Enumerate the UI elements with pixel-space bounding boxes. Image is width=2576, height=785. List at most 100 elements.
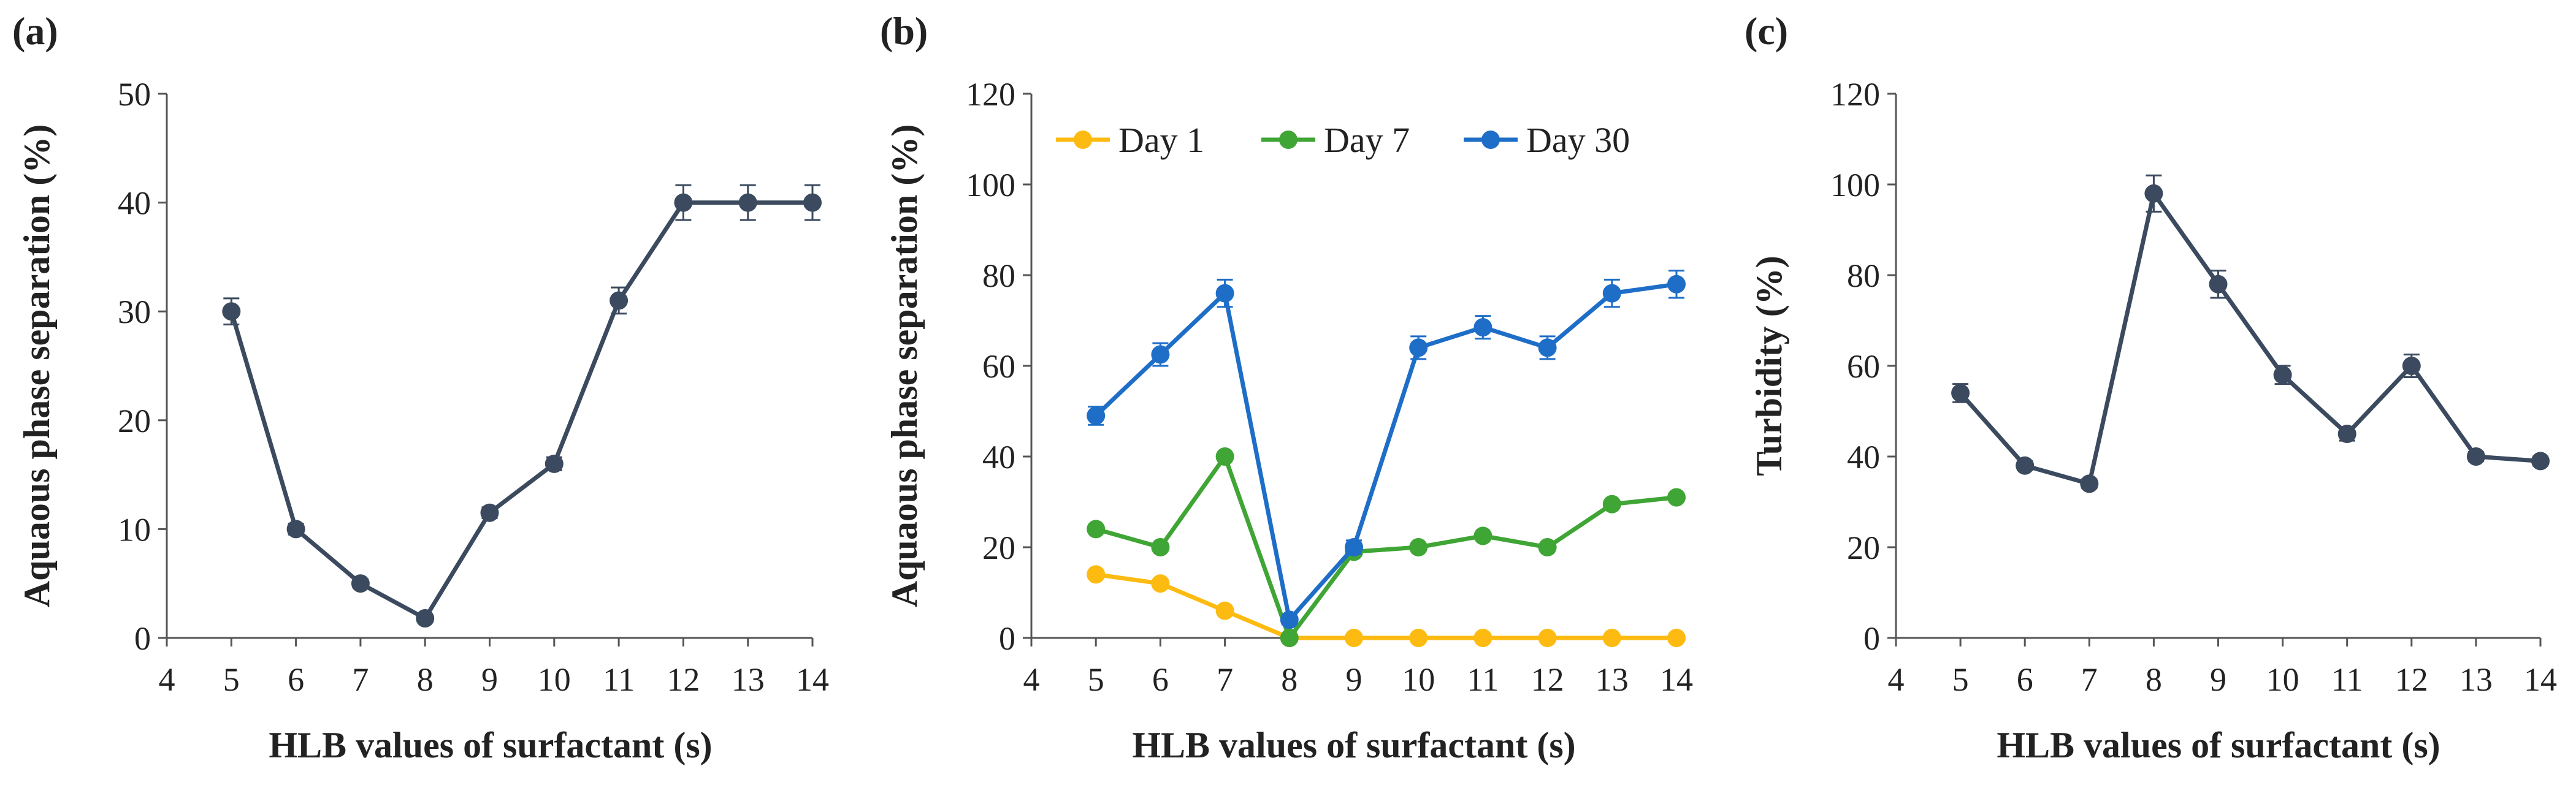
panel-b-y-tick-label: 80 <box>982 257 1015 294</box>
panel-a-series-line <box>229 200 812 621</box>
panel-c-x-tick-label: 8 <box>2146 661 2162 698</box>
panel-b-y-tick-label: 100 <box>966 167 1015 203</box>
panel-b-day-7-point <box>1215 447 1234 466</box>
panel-b-day-1-line <box>1095 572 1676 640</box>
panel-c-series-point <box>2402 357 2421 375</box>
panel-c-x-tick-label: 9 <box>2210 661 2226 698</box>
panel-c-y-tick-label: 120 <box>1830 76 1880 113</box>
panel-b-day-30-point <box>1409 338 1428 357</box>
panel-a-series-point <box>545 454 564 473</box>
panel-b-day-30-point <box>1538 338 1557 357</box>
panel-a-series-point <box>803 193 822 212</box>
panel-c: (c) Turbidity (%) HLB values of surfacta… <box>1745 9 2557 765</box>
panel-b-x-tick-label: 4 <box>1023 661 1040 698</box>
panel-b-day-1-point <box>1151 574 1170 593</box>
panel-c-series-point <box>2016 456 2035 475</box>
panel-a-x-tick-label: 14 <box>796 661 829 698</box>
panel-c-series-point <box>2531 452 2550 471</box>
panel-b-day-7 <box>1087 447 1686 647</box>
panel-a-series-point <box>351 574 370 593</box>
panel-b-day-7-point <box>1087 520 1106 539</box>
panel-a-y-tick-label: 50 <box>118 76 151 113</box>
panel-b-day-7-line <box>1095 454 1677 640</box>
panel-b-x-tick-label: 5 <box>1088 661 1104 698</box>
panel-b-x-tick-label: 7 <box>1217 661 1233 698</box>
panel-b-y-tick-label: 20 <box>982 529 1015 566</box>
panel-c-y-axis-title: Turbidity (%) <box>1749 256 1789 476</box>
panel-c-x-tick-label: 6 <box>2017 661 2033 698</box>
legend-day-30-label: Day 30 <box>1526 120 1630 160</box>
panel-a-series-point <box>738 193 757 212</box>
legend-day-1-swatch-marker <box>1074 131 1092 149</box>
panel-c-y-tick-label: 60 <box>1847 348 1880 385</box>
panel-a-y-tick-label: 30 <box>118 294 151 330</box>
panel-c-label: (c) <box>1745 9 1788 53</box>
panel-b-day-30-point <box>1473 318 1492 337</box>
panel-a-x-tick-label: 13 <box>732 661 765 698</box>
legend-item-day-30: Day 30 <box>1464 120 1630 160</box>
panel-c-x-tick-label: 14 <box>2524 661 2557 698</box>
panel-a-series-point <box>674 193 693 212</box>
panel-a-x-tick-label: 6 <box>288 661 304 698</box>
panel-c-series-point <box>2337 425 2356 443</box>
panel-c-series <box>1951 174 2550 493</box>
panel-a-series-point <box>286 520 305 539</box>
panel-c-y-tick-label: 0 <box>1863 620 1880 657</box>
panel-a-y-tick-label: 10 <box>118 511 151 548</box>
panel-b-day-1-point <box>1215 601 1234 620</box>
panel-b-day-7-point <box>1473 526 1492 545</box>
panel-c-x-tick-label: 11 <box>2331 661 2363 698</box>
panel-b-day-30-point <box>1602 284 1621 303</box>
panel-a: (a) Aquaous phase separation (%) HLB val… <box>12 9 829 765</box>
panel-a-series-point <box>416 609 435 628</box>
panel-a-x-tick-label: 4 <box>159 661 175 698</box>
panel-b-day-7-point <box>1409 538 1428 556</box>
panel-b-y-tick-label: 60 <box>982 348 1015 385</box>
legend-item-day-7: Day 7 <box>1261 120 1410 160</box>
panel-b-day-1-point <box>1087 565 1106 584</box>
panel-c-x-axis-title: HLB values of surfactant (s) <box>1997 725 2440 765</box>
panel-b-x-tick-label: 6 <box>1152 661 1169 698</box>
panel-b-day-30 <box>1087 270 1686 629</box>
panel-b-x-tick-label: 10 <box>1402 661 1435 698</box>
panel-b: (b) Aquaous phase separation (%) HLB val… <box>880 9 1693 765</box>
panel-c-x-tick-label: 12 <box>2395 661 2428 698</box>
panel-b-label: (b) <box>880 9 928 53</box>
panel-b-x-tick-label: 11 <box>1467 661 1499 698</box>
panel-c-x-tick-label: 7 <box>2081 661 2098 698</box>
panel-c-x-tick-label: 10 <box>2266 661 2299 698</box>
panel-c-x-tick-label: 13 <box>2459 661 2493 698</box>
panel-b-y-tick-label: 0 <box>999 620 1015 657</box>
panel-b-y-tick-label: 120 <box>966 76 1015 113</box>
panel-c-series-point <box>2209 275 2228 294</box>
panel-c-series-point <box>2466 447 2485 466</box>
panel-a-y-tick-label: 0 <box>134 620 151 657</box>
panel-b-legend: Day 1 Day 7 Day 30 <box>1056 120 1630 160</box>
panel-c-series-line <box>1959 191 2541 486</box>
panel-b-y-tick-label: 40 <box>982 439 1015 476</box>
panel-b-day-30-point <box>1667 275 1686 294</box>
panel-a-x-tick-label: 7 <box>352 661 369 698</box>
panel-a-x-axis-title: HLB values of surfactant (s) <box>269 725 712 765</box>
panel-a-series-point <box>480 503 499 522</box>
panel-b-day-1-point <box>1345 629 1363 647</box>
panel-b-day-1-point <box>1538 629 1557 647</box>
panel-a-x-tick-label: 8 <box>417 661 434 698</box>
panel-a-series <box>222 184 822 628</box>
panel-c-x-tick-label: 4 <box>1888 661 1905 698</box>
panel-c-series-point <box>2080 474 2099 493</box>
legend-day-7-swatch-marker <box>1279 131 1298 149</box>
panel-a-x-tick-label: 11 <box>603 661 635 698</box>
panel-b-day-1-point <box>1473 629 1492 647</box>
panel-b-day-1-point <box>1409 629 1428 647</box>
panel-b-day-1-point <box>1667 629 1686 647</box>
legend-day-30-swatch-marker <box>1481 131 1500 149</box>
panel-b-x-tick-label: 14 <box>1660 661 1693 698</box>
panel-a-x-tick-label: 5 <box>223 661 240 698</box>
panel-b-day-1-point <box>1602 629 1621 647</box>
panel-a-y-tick-label: 40 <box>118 185 151 222</box>
panel-b-y-axis-title: Aquaous phase separation (%) <box>884 124 925 607</box>
panel-c-series-point <box>1951 384 1970 403</box>
panel-a-x-tick-label: 10 <box>538 661 571 698</box>
panel-a-y-tick-label: 20 <box>118 403 151 439</box>
